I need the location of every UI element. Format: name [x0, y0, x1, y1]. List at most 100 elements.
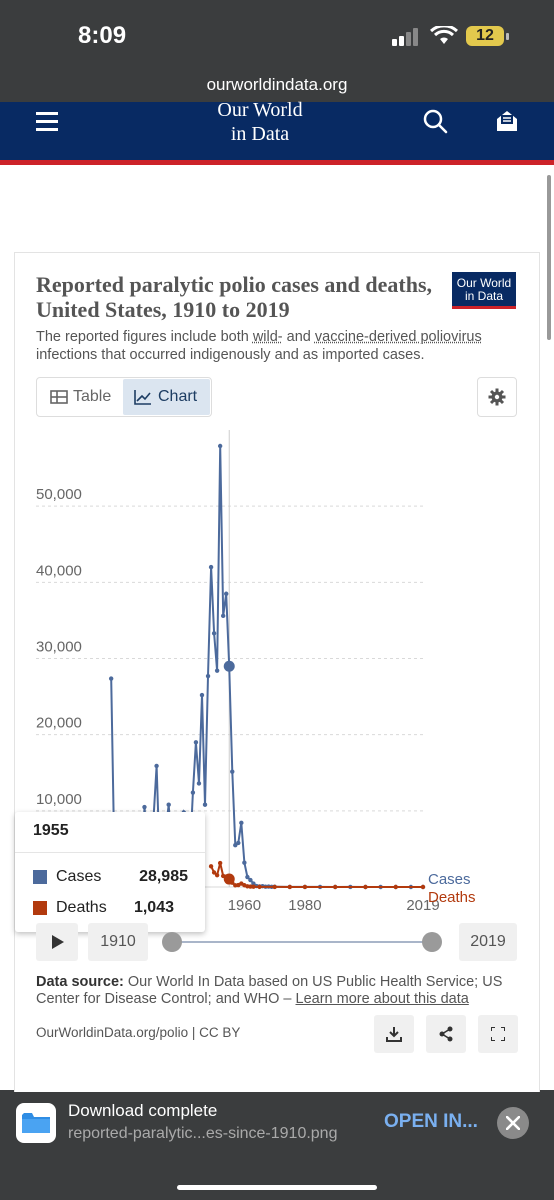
cellular-signal-icon [392, 28, 418, 46]
timeline-track[interactable] [172, 941, 434, 943]
download-banner [0, 1092, 554, 1200]
badge-accent-line [452, 306, 516, 309]
open-in-button[interactable]: OPEN IN... [384, 1111, 478, 1132]
download-title: Download complete [68, 1101, 218, 1120]
data-source-text: Our World In Data based on US Public Hea… [36, 974, 503, 1007]
tab-table-label: Table [73, 388, 112, 405]
series-layer [108, 443, 426, 890]
cases-point [230, 769, 235, 774]
cases-point [154, 763, 159, 769]
y-tick-label: 40,000 [36, 562, 82, 579]
deaths-point [272, 884, 277, 890]
owid-logo-badge[interactable]: Our World in Data [452, 272, 516, 308]
tooltip-deaths-value: 1,043 [133, 899, 174, 916]
y-tick-label: 10,000 [36, 791, 82, 808]
header-accent-line [0, 160, 554, 165]
cases-end-label: Cases [428, 871, 471, 888]
cases-point [248, 877, 253, 883]
cases-point [205, 673, 211, 679]
vaccine-derived-poliovirus-link[interactable]: vaccine-derived poliovirus [314, 329, 482, 345]
deaths-point [393, 884, 398, 890]
share-button[interactable] [426, 1015, 466, 1053]
hamburger-menu-icon[interactable] [36, 110, 58, 132]
chart-title: Reported paralytic polio cases and death… [36, 272, 432, 322]
deaths-point [363, 884, 368, 890]
cases-point [251, 881, 256, 886]
tooltip-cases-swatch [33, 870, 47, 884]
page-scrollbar[interactable] [547, 175, 551, 340]
tab-chart-label: Chart [158, 388, 198, 405]
table-icon [50, 390, 68, 404]
tooltip-year: 1955 [33, 822, 69, 839]
deaths-point [251, 884, 256, 889]
cases-point [208, 564, 214, 570]
play-icon [52, 935, 64, 949]
tooltip-cases-value: 28,985 [139, 868, 188, 885]
timeline-start-handle[interactable] [162, 932, 182, 952]
tab-chart[interactable]: Chart [123, 379, 210, 415]
tooltip-deaths-swatch [33, 901, 47, 915]
close-download-button[interactable] [497, 1107, 529, 1139]
learn-more-link[interactable]: Learn more about this data [295, 991, 469, 1007]
cases-point [142, 804, 147, 810]
y-tick-label: 30,000 [36, 639, 82, 656]
deaths-highlight-point [223, 873, 235, 885]
download-button[interactable] [374, 1015, 414, 1053]
x-axis-ticks: 1960 1980 2019 [228, 897, 440, 914]
url-bar[interactable]: ourworldindata.org [206, 75, 348, 94]
subtitle-text-2: and [282, 329, 315, 345]
x-tick-label: 1980 [288, 897, 321, 914]
timeline-end-handle[interactable] [422, 932, 442, 952]
cases-point [236, 840, 241, 846]
timeline-play-button[interactable] [36, 923, 78, 961]
chart-settings-button[interactable] [477, 377, 517, 417]
logo-line2: in Data [230, 123, 290, 145]
cases-point [214, 668, 220, 673]
x-tick-label: 2019 [406, 897, 439, 914]
file-icon [16, 1103, 56, 1143]
deaths-point [211, 870, 217, 875]
site-header [0, 102, 554, 160]
x-tick-label: 1960 [228, 897, 261, 914]
deaths-point [214, 872, 220, 878]
cases-point [233, 843, 238, 848]
view-tabs [36, 377, 212, 417]
tooltip-deaths-label: Deaths [56, 899, 107, 916]
cases-point [242, 860, 247, 865]
newsletter-icon[interactable] [494, 108, 520, 134]
download-icon [386, 1027, 402, 1042]
subtitle-text-3: infections that occurred indigenously an… [36, 347, 425, 363]
polio-line-chart[interactable]: 10,000 20,000 30,000 40,000 50,000 1960 1980 2… [0, 420, 554, 920]
cases-point [245, 874, 250, 880]
subtitle-text-1: The reported figures include both [36, 329, 253, 345]
wild-poliovirus-link[interactable]: wild- [252, 329, 283, 345]
cases-point [224, 591, 229, 596]
deaths-point [208, 864, 214, 869]
timeline-end-year[interactable]: 2019 [459, 923, 517, 961]
site-logo[interactable]: Our World in Data [190, 98, 330, 146]
close-icon [506, 1116, 520, 1130]
badge-line2: in Data [464, 289, 504, 303]
battery-indicator: 12 [466, 26, 504, 46]
cases-point [196, 781, 202, 786]
home-indicator [177, 1185, 377, 1190]
wifi-icon [430, 26, 458, 44]
license-link[interactable]: OurWorldinData.org/polio | CC BY [36, 1025, 241, 1040]
search-icon[interactable] [422, 108, 448, 134]
timeline-start-year[interactable]: 1910 [88, 923, 148, 961]
deaths-end-label: Deaths [428, 889, 476, 906]
share-icon [439, 1026, 453, 1042]
y-tick-label: 50,000 [36, 486, 82, 503]
fullscreen-button[interactable] [478, 1015, 518, 1053]
deaths-point [333, 884, 338, 890]
cases-point [190, 790, 196, 795]
folder-icon [22, 1113, 50, 1133]
download-filename: reported-paralytic...es-since-1910.png [68, 1125, 338, 1142]
cases-point [220, 613, 226, 619]
cases-highlight-point [223, 660, 235, 672]
cases-point [202, 802, 208, 807]
cases-point [108, 676, 114, 681]
expand-icon [491, 1027, 505, 1041]
tab-table[interactable]: Table [38, 379, 122, 415]
